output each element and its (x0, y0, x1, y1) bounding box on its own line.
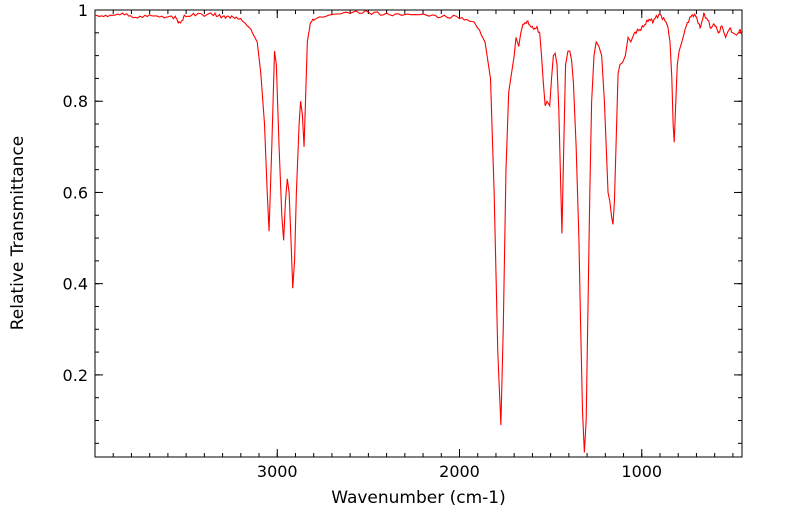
x-axis-title: Wavenumber (cm-1) (331, 488, 506, 508)
y-tick-label: 0.6 (63, 183, 88, 202)
y-tick-label: 0.4 (63, 275, 88, 294)
x-tick-label: 1000 (621, 462, 662, 481)
y-tick-label: 0.8 (63, 92, 88, 111)
spectrum-line (94, 10, 743, 453)
y-tick-label: 0.2 (63, 366, 88, 385)
plot-area (94, 9, 743, 458)
y-tick-label: 1 (78, 1, 88, 20)
y-axis-title: Relative Transmittance (8, 136, 28, 331)
x-tick-label: 2000 (439, 462, 480, 481)
tick-labels: 3000 2000 1000 0.2 0.4 0.6 0.8 1 (63, 1, 663, 481)
x-tick-label: 3000 (257, 462, 298, 481)
major-ticks (95, 9, 742, 457)
